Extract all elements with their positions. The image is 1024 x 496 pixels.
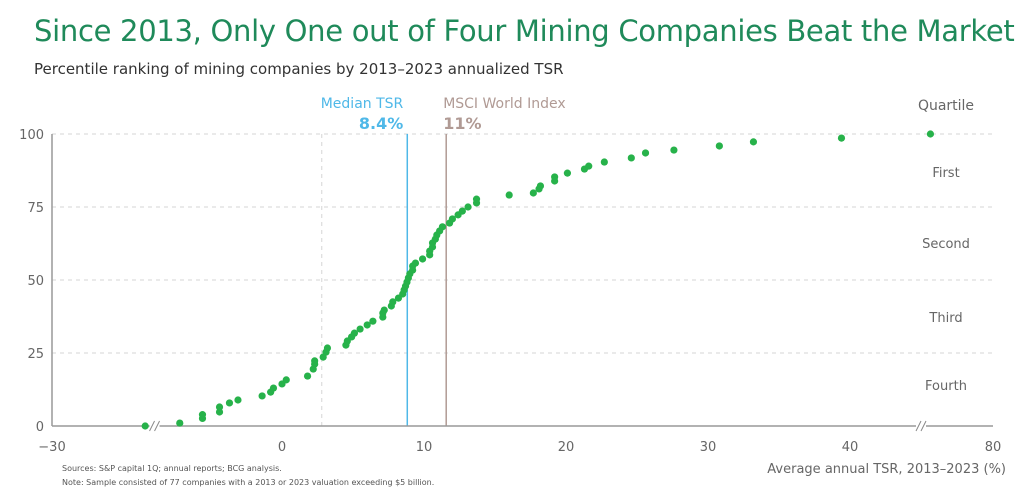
data-point	[225, 399, 234, 407]
y-tick-label: 75	[27, 201, 44, 216]
quartile-header: Quartile	[918, 98, 974, 114]
data-point	[448, 215, 456, 223]
axis-break-gap	[916, 422, 926, 430]
data-point	[670, 146, 678, 154]
data-point	[715, 142, 723, 150]
x-tick-label: 0	[278, 440, 286, 455]
chart-title: Since 2013, Only One out of Four Mining …	[34, 14, 1015, 48]
data-point	[363, 321, 371, 329]
data-point	[356, 325, 364, 333]
data-point	[627, 154, 635, 162]
y-tick-label: 0	[36, 420, 44, 435]
y-tick-label: 50	[27, 274, 44, 289]
median-value: 8.4%	[359, 114, 403, 133]
data-point	[551, 173, 559, 181]
quartile-third: Third	[928, 311, 962, 326]
axis-break-mark	[149, 420, 155, 432]
data-point	[350, 329, 359, 337]
data-point	[389, 298, 397, 306]
median-label: Median TSR	[321, 96, 404, 112]
data-point	[176, 419, 184, 427]
axis-break-mark	[915, 420, 922, 432]
x-axis-label: Average annual TSR, 2013–2023 (%)	[767, 462, 1006, 477]
data-points	[141, 130, 935, 430]
gridlines	[52, 133, 993, 426]
data-point	[258, 392, 266, 400]
data-point	[837, 134, 846, 142]
data-point	[141, 422, 149, 430]
data-point	[323, 344, 332, 352]
data-point	[282, 376, 290, 384]
axis-break-gap	[149, 422, 160, 430]
x-tick-label: 10	[416, 440, 433, 455]
data-point	[505, 191, 513, 199]
data-point	[303, 372, 312, 380]
data-point	[198, 411, 207, 419]
x-tick-label: −30	[38, 440, 65, 455]
data-point	[641, 149, 650, 157]
msci-label: MSCI World Index	[443, 96, 565, 112]
data-point	[215, 403, 224, 411]
x-tick-label: 20	[558, 440, 575, 455]
data-point	[411, 259, 420, 267]
data-point	[529, 189, 537, 197]
x-tick-label: 30	[700, 440, 717, 455]
axes: 0 25 50 75 100 −30 0 10 20 30 40 80	[19, 128, 1001, 455]
axis-break-mark	[154, 420, 160, 432]
x-tick-label: 80	[985, 440, 1002, 455]
data-point	[536, 182, 545, 190]
data-point	[215, 408, 224, 416]
data-point	[472, 195, 481, 203]
data-point	[585, 162, 593, 170]
data-point	[749, 138, 758, 146]
y-tick-label: 25	[27, 347, 44, 362]
data-point	[311, 357, 319, 365]
data-point	[464, 203, 472, 211]
data-point	[458, 207, 466, 215]
data-point	[234, 396, 242, 404]
data-point	[563, 169, 572, 177]
data-point	[418, 255, 427, 263]
data-point	[600, 158, 608, 166]
data-point	[269, 384, 278, 392]
chart-subtitle: Percentile ranking of mining companies b…	[34, 60, 564, 78]
data-point	[380, 306, 388, 314]
data-point	[438, 223, 447, 231]
data-point	[369, 317, 377, 325]
sources-note: Sources: S&P capital 1Q; annual reports;…	[62, 464, 282, 473]
quartile-fourth: Fourth	[925, 379, 967, 394]
quartile-second: Second	[922, 237, 970, 252]
x-tick-label: 40	[842, 440, 859, 455]
axis-break-mark	[920, 420, 927, 432]
y-tick-label: 100	[19, 128, 44, 143]
quartile-first: First	[932, 166, 959, 181]
msci-value: 11%	[443, 114, 481, 133]
data-point	[926, 130, 935, 138]
sample-note: Note: Sample consisted of 77 companies w…	[62, 478, 435, 487]
